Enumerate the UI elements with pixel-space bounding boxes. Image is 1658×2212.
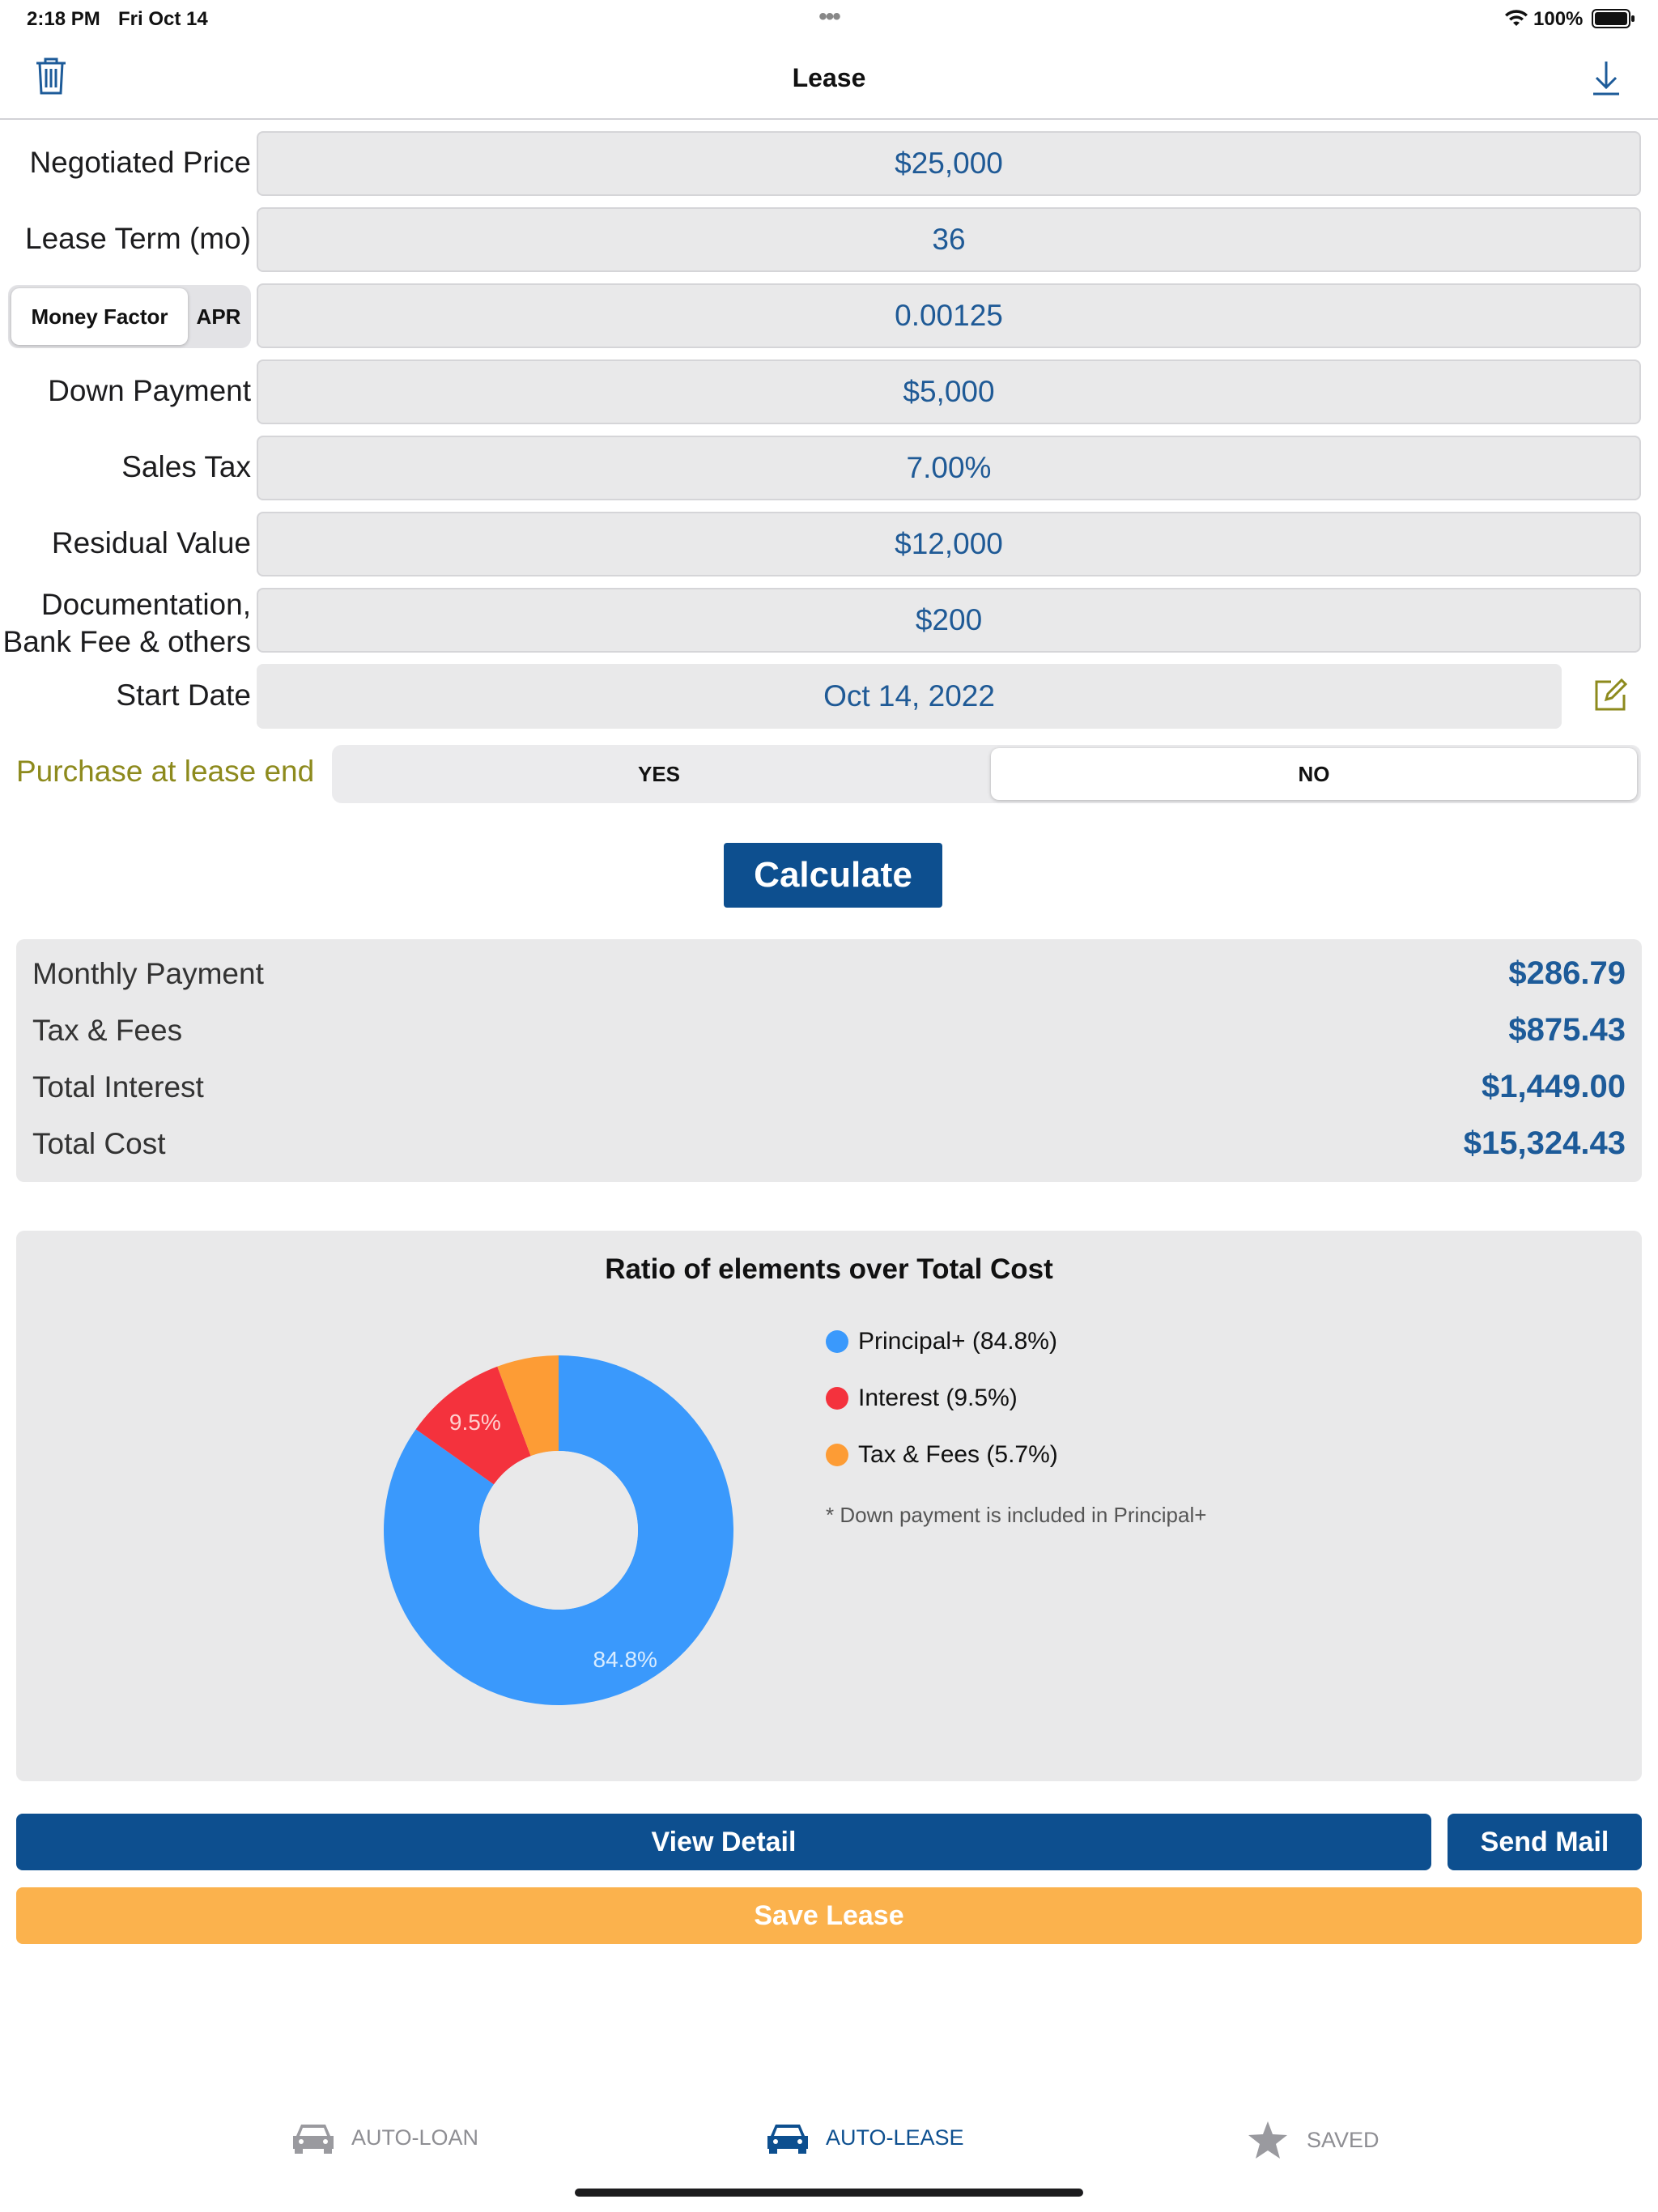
legend-label-principal: Principal+ (84.8%) xyxy=(858,1328,1057,1355)
view-detail-button[interactable]: View Detail xyxy=(16,1814,1431,1870)
car-icon xyxy=(767,2125,808,2154)
tab-saved-label: SAVED xyxy=(1307,2127,1380,2152)
doc-fee-label-line1: Documentation, xyxy=(40,588,251,621)
donut-hole xyxy=(479,1451,638,1610)
purchase-at-lease-end-label: Purchase at lease end xyxy=(16,755,315,788)
legend-swatch-principal xyxy=(826,1330,848,1353)
legend-swatch-tax-fees xyxy=(826,1444,848,1466)
pie-label-principal: 84.8% xyxy=(593,1647,657,1672)
purchase-yes-option[interactable]: YES xyxy=(637,761,681,786)
total-interest-value: $1,449.00 xyxy=(1482,1069,1626,1104)
down-payment-field[interactable]: $5,000 xyxy=(257,359,1641,424)
lease-term-field[interactable]: 36 xyxy=(257,207,1641,272)
legend-item-interest: Interest (9.5%) xyxy=(826,1385,1018,1412)
battery-percent: 100% xyxy=(1533,8,1584,30)
tab-saved[interactable]: SAVED xyxy=(1247,2120,1380,2160)
purchase-toggle: YES NO xyxy=(332,745,1641,803)
tax-fees-label: Tax & Fees xyxy=(32,1014,183,1047)
rate-type-toggle: Money Factor APR xyxy=(8,285,251,348)
legend-label-tax-fees: Tax & Fees (5.7%) xyxy=(858,1441,1058,1468)
status-date: Fri Oct 14 xyxy=(118,8,208,30)
total-cost-label: Total Cost xyxy=(32,1127,166,1160)
tab-auto-loan-label: AUTO-LOAN xyxy=(351,2125,479,2150)
negotiated-price-label: Negotiated Price xyxy=(29,146,251,179)
residual-value-label: Residual Value xyxy=(51,526,251,559)
legend-swatch-interest xyxy=(826,1387,848,1410)
page-title: Lease xyxy=(792,63,866,92)
status-bar: 2:18 PM Fri Oct 14 ••• 100% xyxy=(0,0,1658,39)
save-lease-button[interactable]: Save Lease xyxy=(16,1887,1642,1944)
negotiated-price-field[interactable]: $25,000 xyxy=(257,131,1641,196)
star-icon xyxy=(1248,2121,1287,2159)
nav-bar: Lease xyxy=(0,39,1658,120)
send-mail-button[interactable]: Send Mail xyxy=(1448,1814,1642,1870)
battery-icon xyxy=(1592,9,1635,28)
tab-auto-lease-label: AUTO-LEASE xyxy=(826,2125,964,2150)
purchase-no-option[interactable]: NO xyxy=(991,748,1637,800)
doc-fee-label: Documentation, Bank Fee & others xyxy=(3,586,251,661)
trash-icon[interactable] xyxy=(35,57,67,96)
donut-chart: 84.8% 9.5% xyxy=(383,1355,733,1705)
start-date-field[interactable]: Oct 14, 2022 xyxy=(257,664,1562,729)
monthly-payment-value: $286.79 xyxy=(1508,955,1626,991)
legend-item-principal: Principal+ (84.8%) xyxy=(826,1328,1057,1355)
chart-title: Ratio of elements over Total Cost xyxy=(605,1253,1053,1285)
multitask-dots[interactable]: ••• xyxy=(818,3,841,30)
chart-note: * Down payment is included in Principal+ xyxy=(826,1503,1207,1527)
doc-fee-label-line2: Bank Fee & others xyxy=(2,625,251,658)
residual-value-field[interactable]: $12,000 xyxy=(257,512,1641,576)
down-payment-label: Down Payment xyxy=(48,374,251,407)
chart-panel: Ratio of elements over Total Cost 84.8% 9… xyxy=(16,1231,1642,1781)
pie-slice-interest xyxy=(415,1366,531,1485)
pie-slice-principal xyxy=(383,1355,733,1705)
legend-label-interest: Interest (9.5%) xyxy=(858,1385,1018,1411)
edit-icon[interactable] xyxy=(1593,678,1627,713)
results-panel: Monthly Payment $286.79 Tax & Fees $875.… xyxy=(16,939,1642,1182)
total-cost-value: $15,324.43 xyxy=(1463,1125,1626,1161)
pie-slice-tax-fees xyxy=(497,1355,559,1457)
apr-option[interactable]: APR xyxy=(196,304,241,329)
status-time: 2:18 PM xyxy=(27,8,100,30)
doc-fee-field[interactable]: $200 xyxy=(257,588,1641,653)
wifi-icon xyxy=(1505,10,1528,26)
lease-term-label: Lease Term (mo) xyxy=(25,222,251,255)
rate-field[interactable]: 0.00125 xyxy=(257,283,1641,348)
calculate-button[interactable]: Calculate xyxy=(724,843,942,908)
sales-tax-label: Sales Tax xyxy=(121,450,251,483)
tax-fees-value: $875.43 xyxy=(1508,1012,1626,1048)
pie-label-interest: 9.5% xyxy=(449,1410,501,1435)
legend-item-tax-fees: Tax & Fees (5.7%) xyxy=(826,1441,1058,1469)
home-indicator xyxy=(575,2189,1083,2197)
sales-tax-field[interactable]: 7.00% xyxy=(257,436,1641,500)
monthly-payment-label: Monthly Payment xyxy=(32,957,264,990)
tab-auto-loan[interactable]: AUTO-LOAN xyxy=(290,2120,478,2155)
total-interest-label: Total Interest xyxy=(32,1070,204,1104)
start-date-label: Start Date xyxy=(116,678,251,712)
download-icon[interactable] xyxy=(1592,60,1621,96)
money-factor-option[interactable]: Money Factor xyxy=(11,288,188,345)
car-icon xyxy=(293,2125,334,2154)
tab-auto-lease[interactable]: AUTO-LEASE xyxy=(764,2120,964,2155)
